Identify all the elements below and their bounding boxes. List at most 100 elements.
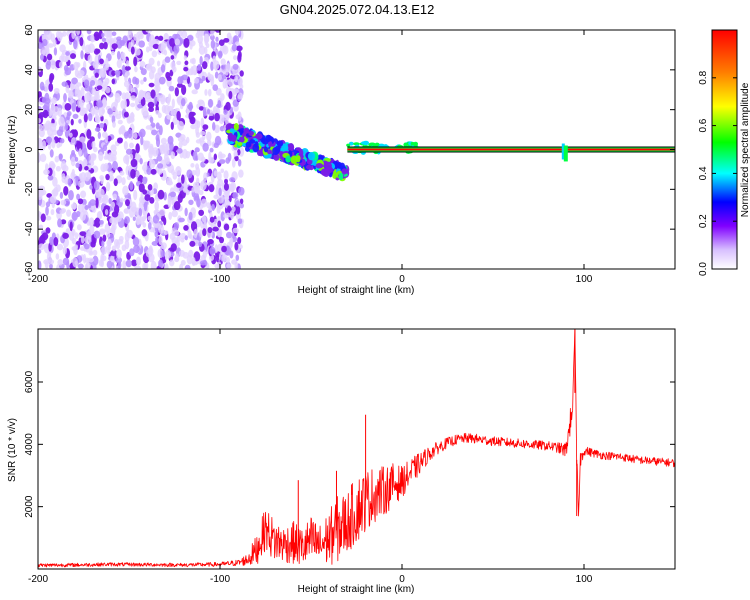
noise-blob [177, 76, 183, 85]
spectrogram-y-tick-label: 20 [24, 104, 35, 116]
noise-blob [93, 230, 101, 239]
noise-blob [214, 30, 222, 33]
noise-blob [188, 101, 193, 112]
noise-blob [142, 222, 147, 228]
noise-blob [76, 255, 83, 263]
noise-blob [153, 96, 158, 106]
noise-blob [173, 256, 180, 263]
noise-blob [148, 106, 154, 113]
noise-blob [142, 262, 147, 269]
noise-blob [49, 122, 57, 133]
noise-blob [155, 122, 160, 130]
noise-blob [134, 48, 141, 56]
noise-blob [201, 156, 206, 162]
colorbar-tick-label: 0.8 [698, 70, 709, 84]
noise-blob [93, 180, 100, 191]
noise-blob [150, 260, 157, 269]
noise-blob [92, 263, 97, 269]
noise-blob [202, 249, 207, 259]
noise-blob [202, 124, 209, 130]
noise-blob [138, 183, 145, 193]
noise-blob [226, 263, 232, 269]
noise-blob [202, 228, 207, 237]
noise-blob [51, 138, 56, 149]
noise-blob [129, 112, 135, 120]
noise-blob [103, 41, 108, 50]
noise-blob [155, 86, 160, 97]
snr-x-tick-label: 0 [399, 574, 405, 585]
noise-blob [101, 32, 105, 38]
noise-blob [59, 138, 65, 144]
noise-blob [95, 197, 99, 209]
noise-blob [93, 92, 100, 101]
noise-blob [73, 61, 79, 70]
noise-blob [100, 253, 104, 263]
signal-blob [263, 146, 269, 153]
spectrogram-x-label: Height of straight line (km) [298, 285, 415, 296]
snr-marks [38, 329, 675, 568]
noise-blob [209, 246, 216, 256]
noise-blob [87, 154, 95, 164]
noise-blob [56, 142, 61, 149]
noise-blob [89, 136, 95, 143]
noise-blob [144, 194, 151, 202]
noise-blob [223, 170, 229, 180]
noise-blob [209, 147, 214, 153]
noise-blob [94, 127, 101, 132]
noise-blob [108, 197, 112, 205]
noise-blob [232, 223, 238, 230]
noise-blob [204, 33, 209, 39]
noise-blob [78, 118, 82, 124]
noise-blob [116, 36, 122, 42]
noise-blob [159, 208, 166, 217]
noise-blob [220, 58, 226, 66]
noise-blob [48, 109, 52, 117]
noise-blob [171, 209, 178, 218]
signal-blob [237, 141, 243, 146]
noise-blob [83, 79, 90, 88]
colorbar-tick-label: 0.6 [698, 118, 709, 132]
noise-blob [83, 113, 88, 123]
noise-blob [62, 257, 70, 266]
noise-blob [135, 143, 140, 154]
noise-blob [86, 103, 90, 111]
signal-blob [227, 132, 234, 142]
noise-blob [213, 218, 218, 224]
noise-blob [117, 119, 123, 125]
noise-blob [113, 215, 119, 225]
noise-blob [224, 68, 229, 76]
snr-x-tick-label: -100 [210, 574, 230, 585]
noise-blob [47, 175, 54, 181]
colorbar-ticks: 0.0 0.2 0.4 0.6 0.8 [698, 70, 737, 276]
noise-blob [89, 199, 96, 207]
noise-blob [86, 171, 92, 180]
noise-blob [150, 89, 156, 99]
noise-blob [65, 122, 69, 131]
noise-blob [141, 229, 148, 237]
noise-blob [221, 254, 228, 262]
noise-blob [63, 93, 67, 103]
noise-blob [91, 140, 96, 149]
noise-blob [123, 111, 129, 118]
signal-blob [274, 145, 280, 155]
noise-blob [99, 122, 105, 129]
noise-blob [38, 111, 46, 118]
snr-y-tick-label: 4000 [24, 433, 35, 456]
noise-blob [153, 209, 159, 215]
noise-blob [217, 220, 222, 228]
noise-blob [135, 170, 140, 177]
noise-blob [129, 181, 134, 191]
signal-blob [341, 168, 348, 175]
signal-blob [285, 155, 292, 163]
noise-blob [110, 249, 118, 257]
noise-blob [170, 55, 175, 60]
noise-blob [111, 223, 117, 231]
noise-blob [176, 110, 181, 121]
noise-blob [79, 109, 87, 117]
noise-blob [107, 152, 114, 162]
noise-blob [151, 50, 158, 58]
noise-blob [64, 55, 69, 62]
noise-blob [89, 184, 93, 190]
